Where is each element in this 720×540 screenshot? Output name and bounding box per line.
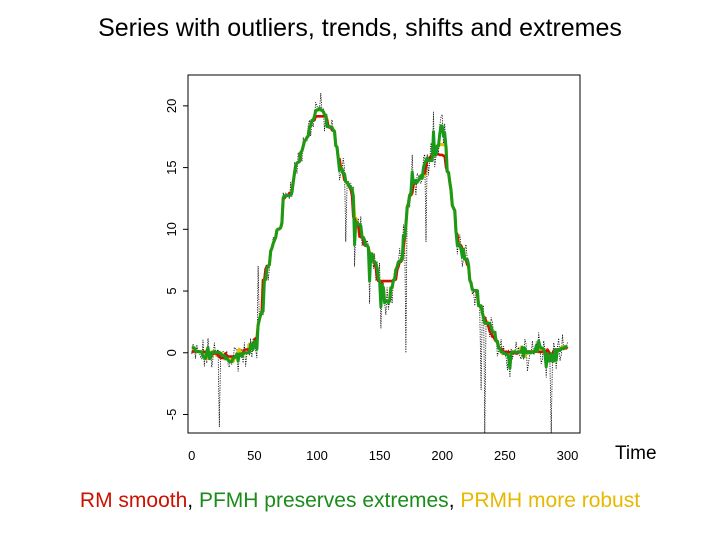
y-tick-label: 0 [164, 349, 179, 356]
y-tick-label: 20 [164, 99, 179, 113]
plot-frame [187, 74, 581, 434]
x-tick-label: 0 [188, 448, 195, 463]
series-data-line [191, 92, 568, 434]
series-pfmh-line [191, 106, 568, 370]
y-tick-label: 10 [164, 222, 179, 236]
x-tick-label: 300 [557, 448, 579, 463]
caption-pfmh: PFMH preserves extremes [198, 489, 449, 512]
y-tick-label: 5 [164, 287, 179, 294]
slide-caption: RM smooth, PFMH preserves extremes, PRMH… [0, 489, 720, 513]
y-tick-label: -5 [164, 409, 179, 421]
x-tick-label: 150 [369, 448, 391, 463]
series-prmh-line [191, 108, 568, 364]
x-tick-label: 50 [247, 448, 261, 463]
caption-rm: RM smooth [79, 489, 188, 512]
x-tick-label: 250 [494, 448, 516, 463]
caption-separator-1: , [187, 489, 199, 512]
y-tick-label: 15 [164, 160, 179, 174]
slide-title: Series with outliers, trends, shifts and… [98, 14, 622, 42]
caption-prmh: PRMH more robust [460, 489, 641, 512]
series-layer [191, 92, 569, 434]
x-tick-label: 200 [431, 448, 453, 463]
caption-separator-2: , [448, 489, 461, 512]
series-rm-line [191, 115, 569, 360]
x-tick-label: 100 [306, 448, 328, 463]
x-axis-label: Time [615, 443, 657, 464]
